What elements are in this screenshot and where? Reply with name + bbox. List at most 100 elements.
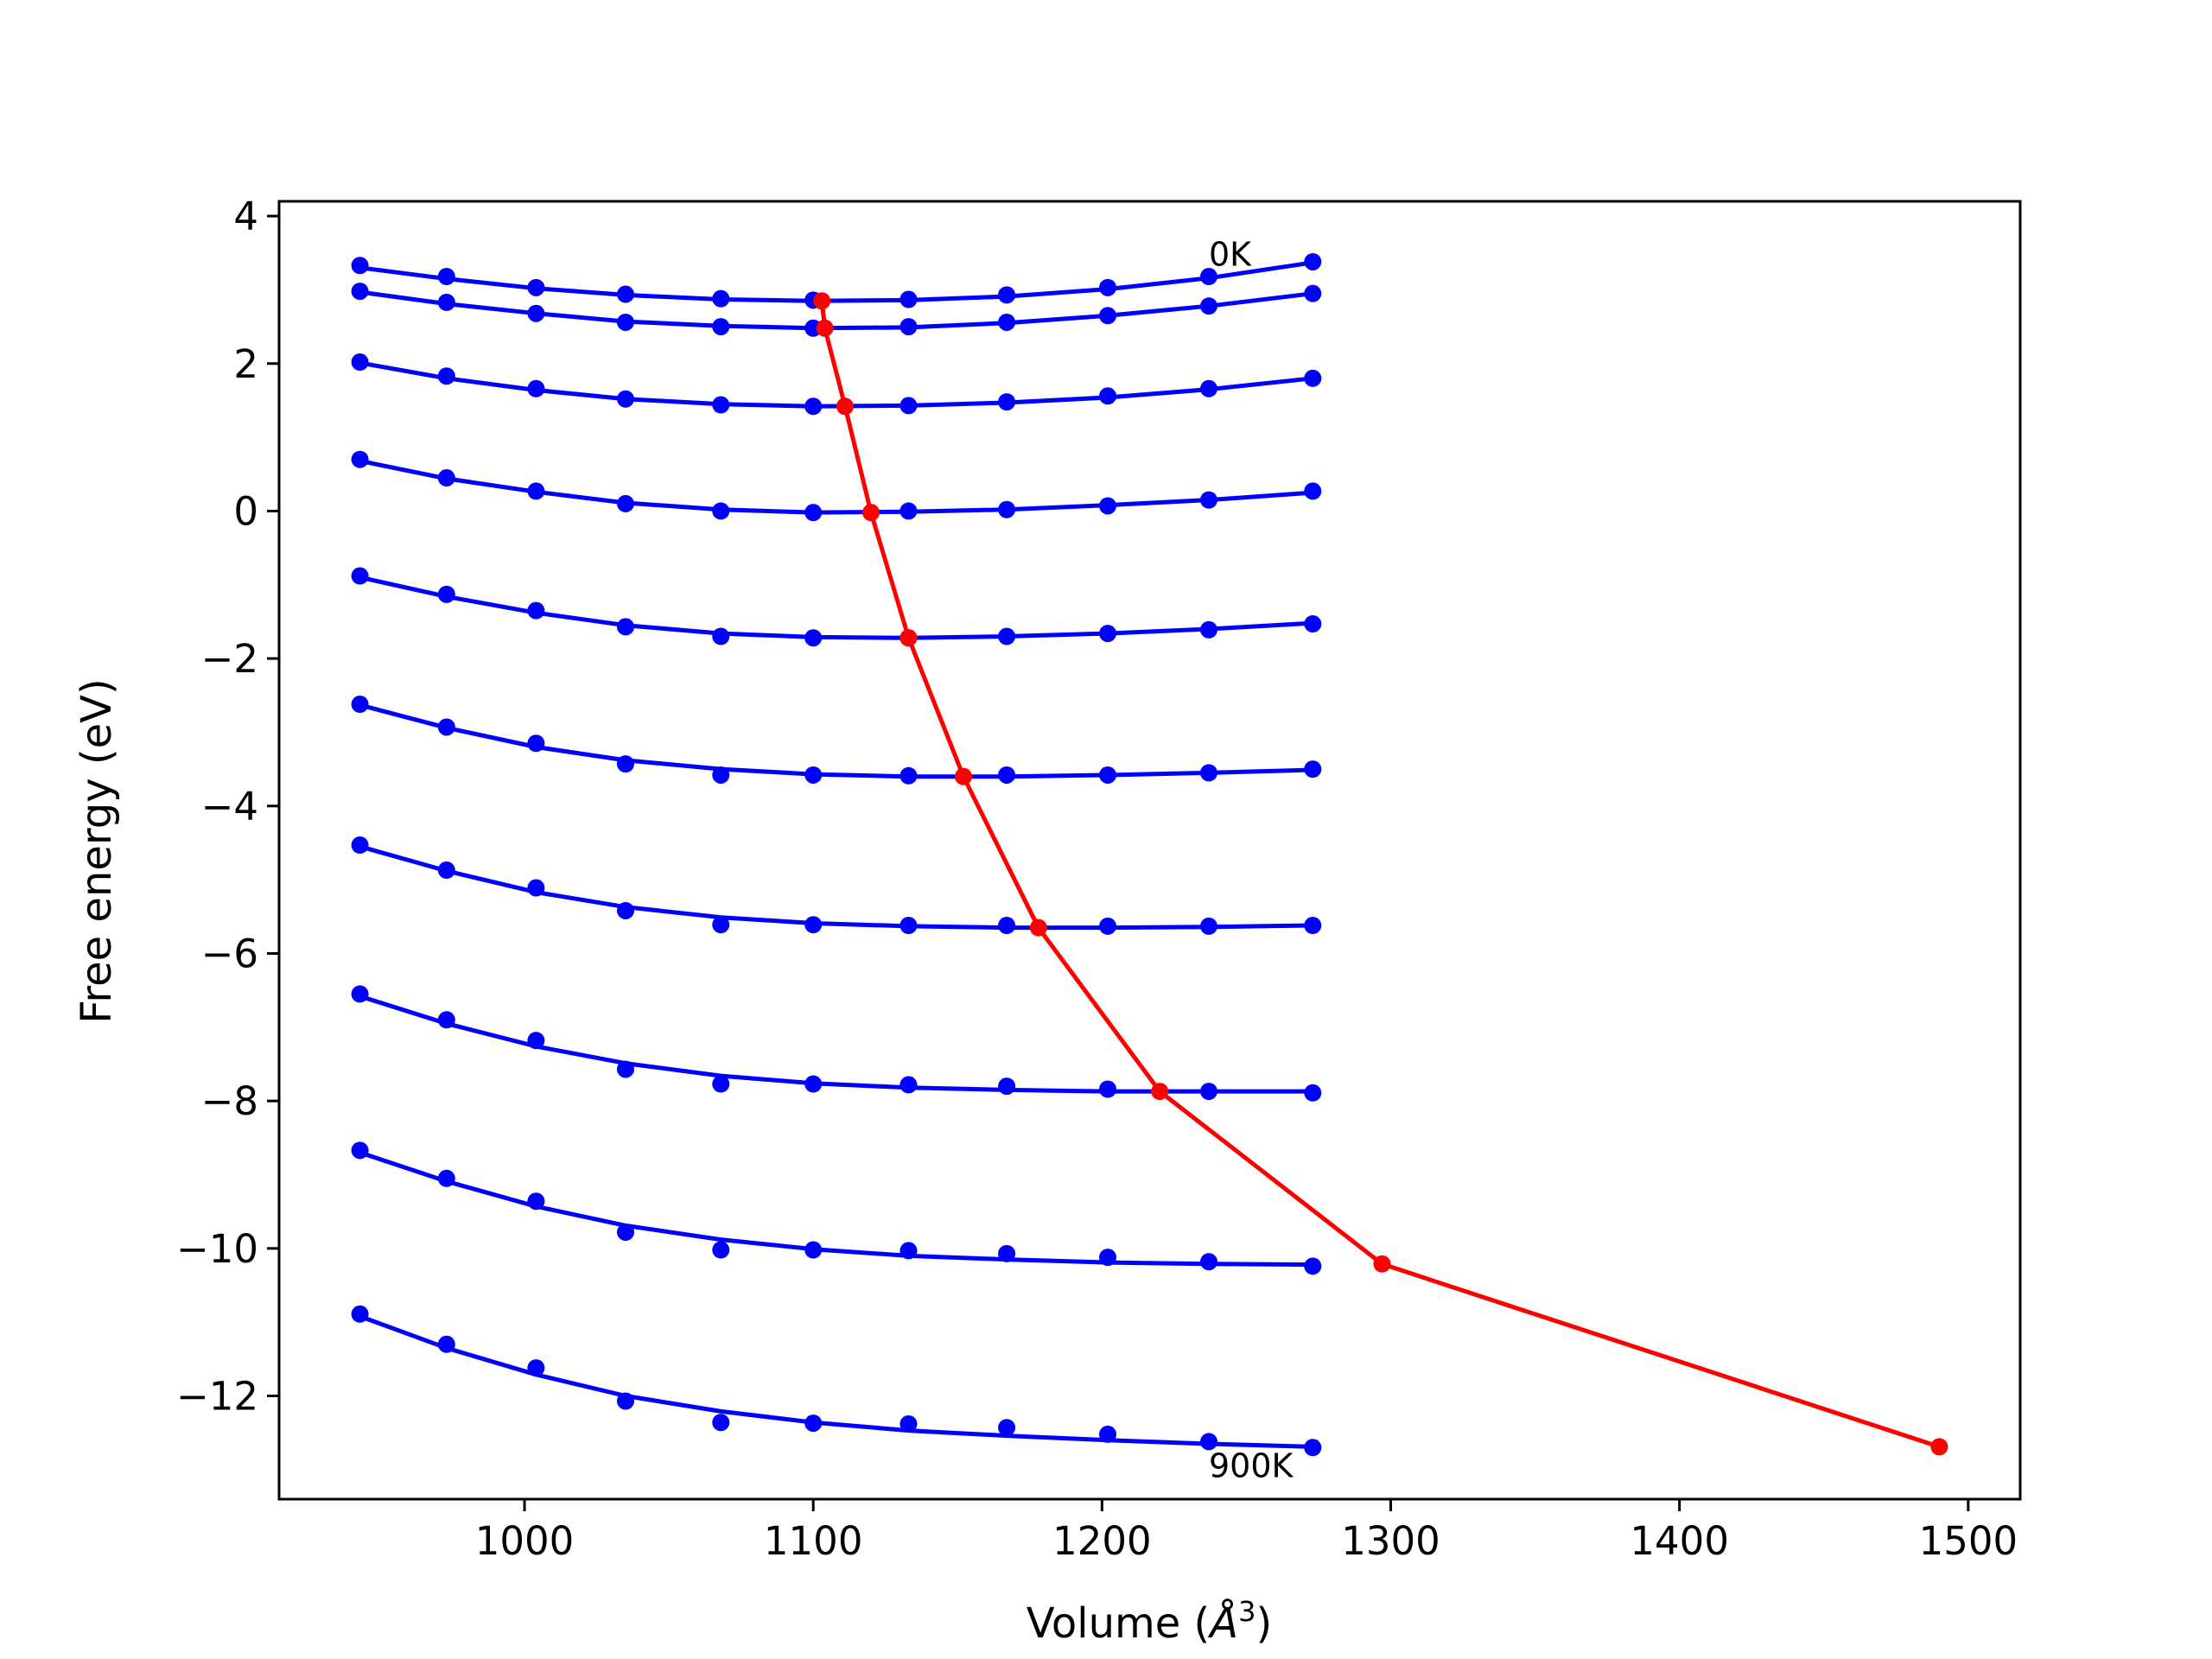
isotherm-point bbox=[437, 1169, 455, 1187]
isotherm-point bbox=[1200, 268, 1218, 286]
isotherm-point bbox=[437, 367, 455, 385]
isotherm-point bbox=[351, 353, 369, 372]
x-tick-label: 1100 bbox=[764, 1518, 863, 1564]
isotherm-point bbox=[712, 627, 730, 645]
isotherm-point bbox=[712, 396, 730, 414]
isotherm-point bbox=[527, 482, 545, 500]
isotherm-6 bbox=[351, 836, 1322, 935]
isotherm-point bbox=[1304, 369, 1322, 387]
isotherm-point bbox=[616, 494, 634, 512]
isotherm-point bbox=[437, 1011, 455, 1029]
isotherm-point bbox=[804, 629, 823, 647]
isotherm-point bbox=[1099, 387, 1117, 405]
isotherm-point bbox=[1200, 297, 1218, 315]
isotherm-point bbox=[1304, 252, 1322, 270]
isotherm-point bbox=[616, 901, 634, 919]
minimum-point bbox=[813, 292, 831, 310]
minimum-point bbox=[1930, 1438, 1948, 1456]
isotherm-point bbox=[712, 1075, 730, 1093]
isotherm-point bbox=[1200, 491, 1218, 509]
isotherm-point bbox=[804, 397, 823, 416]
isotherm-point bbox=[998, 286, 1016, 304]
isotherm-4 bbox=[351, 567, 1322, 647]
isotherm-point bbox=[437, 585, 455, 603]
isotherm-2 bbox=[351, 353, 1322, 416]
isotherm-point bbox=[712, 502, 730, 520]
isotherm-point bbox=[899, 290, 918, 308]
isotherm-point bbox=[527, 601, 545, 620]
isotherm-point bbox=[712, 766, 730, 784]
isotherm-point bbox=[616, 313, 634, 331]
isotherm-point bbox=[712, 1241, 730, 1259]
temperature-annotation: 900K bbox=[1209, 1447, 1294, 1485]
isotherm-point bbox=[527, 879, 545, 897]
isotherm-point bbox=[899, 1414, 918, 1433]
isotherm-point bbox=[616, 390, 634, 408]
isotherm-point bbox=[1304, 284, 1322, 302]
isotherm-point bbox=[351, 985, 369, 1003]
x-tick-label: 1200 bbox=[1052, 1518, 1152, 1564]
isotherm-point bbox=[899, 502, 918, 520]
isotherm-point bbox=[998, 766, 1016, 784]
axes-layer: 1000 1100 1200 1300 1400 1500 4 2 0 −2 −4 −6 −8 −10 −1… bbox=[176, 194, 2018, 1564]
minimum-line bbox=[819, 300, 1941, 1449]
isotherm-point bbox=[1099, 307, 1117, 325]
isotherm-point bbox=[998, 1077, 1016, 1096]
isotherm-point bbox=[1304, 917, 1322, 935]
isotherm-point bbox=[712, 318, 730, 336]
isotherm-point bbox=[527, 1192, 545, 1211]
minimum-point bbox=[1373, 1255, 1391, 1273]
annotation-layer: 0K 900K bbox=[1209, 235, 1294, 1484]
isotherm-point bbox=[1099, 1425, 1117, 1443]
isotherm-point bbox=[351, 1141, 369, 1160]
isotherm-3 bbox=[351, 450, 1322, 522]
isotherm-point bbox=[1200, 917, 1218, 935]
isotherm-point bbox=[1200, 764, 1218, 782]
isotherm-point bbox=[899, 1242, 918, 1260]
minimum-point bbox=[899, 629, 918, 647]
minimum-point bbox=[1151, 1083, 1169, 1101]
isotherm-point bbox=[1200, 379, 1218, 397]
isotherm-point bbox=[1200, 1083, 1218, 1101]
isotherm-point bbox=[998, 313, 1016, 331]
isotherm-point bbox=[351, 283, 369, 301]
isotherm-point bbox=[1304, 760, 1322, 779]
isotherm-point bbox=[1304, 1439, 1322, 1457]
isotherm-0 bbox=[351, 252, 1322, 309]
y-tick-label: −2 bbox=[201, 636, 258, 682]
isotherm-point bbox=[1099, 625, 1117, 643]
isotherm-point bbox=[1099, 1249, 1117, 1267]
isotherm-point bbox=[437, 293, 455, 311]
isotherm-point bbox=[899, 318, 918, 336]
isotherm-point bbox=[899, 397, 918, 415]
minimum-point bbox=[862, 504, 880, 522]
x-tick-label: 1000 bbox=[475, 1518, 575, 1564]
isotherm-point bbox=[1099, 497, 1117, 515]
isotherm-point bbox=[1099, 917, 1117, 935]
minimum-point bbox=[836, 397, 854, 416]
isotherm-point bbox=[998, 917, 1016, 935]
isotherm-point bbox=[527, 278, 545, 296]
isotherm-point bbox=[998, 1419, 1016, 1437]
isotherm-point bbox=[527, 1032, 545, 1050]
isotherm-point bbox=[437, 268, 455, 286]
x-tick-label: 1300 bbox=[1341, 1518, 1440, 1564]
isotherm-point bbox=[804, 766, 823, 784]
isotherm-point bbox=[899, 766, 918, 785]
isotherm-point bbox=[712, 1414, 730, 1432]
isotherm-point bbox=[1200, 620, 1218, 639]
isotherm-point bbox=[1099, 1080, 1117, 1098]
isotherm-point bbox=[804, 916, 823, 934]
isotherm-point bbox=[1304, 482, 1322, 500]
y-tick-label: −6 bbox=[201, 931, 258, 976]
isotherm-point bbox=[899, 1076, 918, 1094]
isotherm-point bbox=[804, 1075, 823, 1093]
isotherm-7 bbox=[351, 985, 1322, 1102]
isotherm-point bbox=[351, 696, 369, 714]
y-tick-label: 4 bbox=[233, 194, 258, 239]
y-axis-label: Free energy (eV) bbox=[73, 678, 121, 1023]
isotherm-point bbox=[1200, 1253, 1218, 1271]
isotherm-point bbox=[351, 836, 369, 855]
